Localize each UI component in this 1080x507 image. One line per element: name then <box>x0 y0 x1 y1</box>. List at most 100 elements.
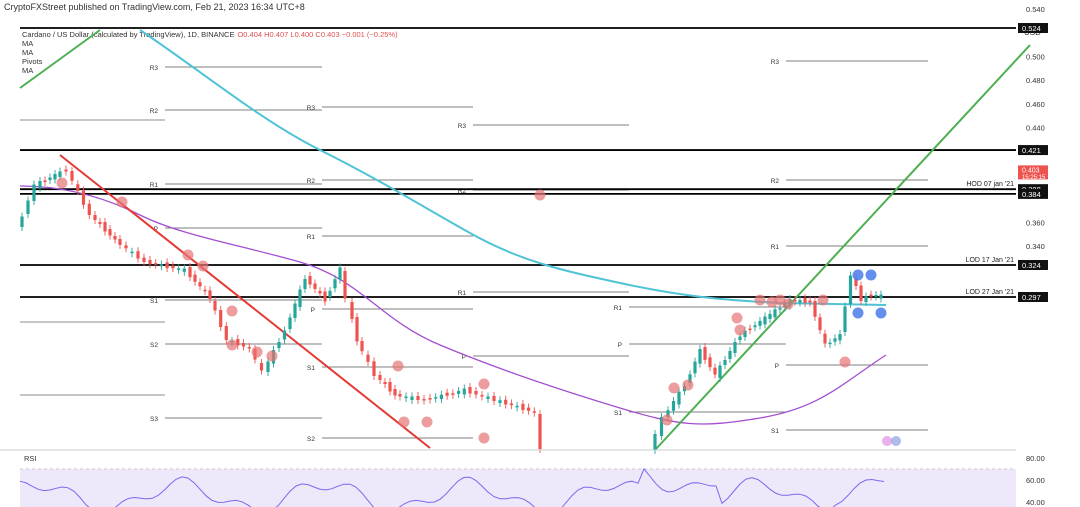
candle-body <box>457 390 461 394</box>
signal-marker-red <box>56 177 68 189</box>
signal-marker-red <box>251 346 263 358</box>
pivot-label: R3 <box>458 123 467 130</box>
candle-body <box>328 290 332 297</box>
candle-body <box>32 184 36 201</box>
signal-marker-red <box>392 360 404 372</box>
signal-marker-red <box>682 379 694 391</box>
candle-body <box>108 229 112 236</box>
candle-body <box>532 411 536 413</box>
candle-body <box>303 279 307 289</box>
pivot-label: S1 <box>614 410 622 417</box>
candle-body <box>728 351 732 359</box>
level-tag <box>1018 23 1048 34</box>
pivot-label: S2 <box>150 342 158 349</box>
candle-body <box>118 239 122 245</box>
candle-body <box>666 410 670 417</box>
indicator-ma-2[interactable]: MA <box>22 48 34 57</box>
bar-countdown: 15:25:15 <box>1022 175 1046 181</box>
candle-body <box>521 403 525 411</box>
pivot-label: P <box>462 354 466 361</box>
level-name: LOD 27 Jan '21 <box>966 289 1015 296</box>
level-price: 0.421 <box>1022 146 1041 155</box>
candle-body <box>58 171 62 177</box>
candle-body <box>338 267 342 280</box>
candle-body <box>247 347 251 349</box>
candle-body <box>833 338 837 342</box>
candle-body <box>773 309 777 318</box>
signal-marker-red <box>754 294 766 306</box>
signal-marker-red <box>839 356 851 368</box>
candle-body <box>224 326 228 340</box>
pivot-label: R1 <box>458 290 467 297</box>
pivot-label: S1 <box>150 298 158 305</box>
signal-marker-purple <box>882 436 892 446</box>
candle-body <box>723 360 727 365</box>
level-tag <box>1018 292 1048 302</box>
level-tag <box>1018 260 1048 271</box>
level-price: 0.297 <box>1022 293 1041 302</box>
candle-body <box>818 317 822 331</box>
candle-body <box>93 215 97 220</box>
candle-body <box>308 276 312 285</box>
candle-body <box>87 203 91 215</box>
trendline-up-left <box>19 29 101 89</box>
candle-body <box>259 363 264 371</box>
candle-body <box>763 316 767 325</box>
candle-body <box>130 251 134 254</box>
candle-body <box>778 308 782 310</box>
candle-body <box>504 399 508 405</box>
level-tag <box>1018 145 1048 156</box>
candle-body <box>48 177 52 180</box>
rsi-tick-label: 60.00 <box>1026 476 1045 485</box>
candle-body <box>416 396 420 400</box>
candle-body <box>203 289 207 292</box>
signal-marker-red <box>668 382 680 394</box>
candle-body <box>38 181 42 188</box>
candle-body <box>874 295 878 297</box>
current-price: 0.403 <box>1022 167 1040 174</box>
candle-body <box>171 265 175 269</box>
candle-body <box>698 349 702 364</box>
pivot-label: R2 <box>150 108 159 115</box>
candle-body <box>293 303 297 318</box>
candle-body <box>26 200 30 214</box>
pivot-label: R2 <box>458 188 467 195</box>
rsi-panel: RSI 80.00 60.00 40.00 <box>0 449 1045 507</box>
candle-body <box>758 320 762 326</box>
candle-body <box>439 394 443 400</box>
candle-body <box>219 310 223 327</box>
axis-tick-label: 0.540 <box>1026 5 1045 14</box>
candle-body <box>393 389 397 396</box>
indicator-ma-3[interactable]: MA <box>22 66 34 75</box>
pivot-label: S1 <box>307 365 315 372</box>
candlesticks <box>20 165 883 454</box>
axis-tick-label: 0.440 <box>1026 124 1045 133</box>
signal-marker-red <box>782 298 794 310</box>
pivot-label: R1 <box>771 244 780 251</box>
candle-body <box>538 414 542 449</box>
candle-body <box>803 298 807 303</box>
candle-body <box>748 328 752 331</box>
candle-body <box>864 296 868 302</box>
signal-marker-red <box>421 416 433 428</box>
axis-tick-label: 0.360 <box>1026 218 1045 227</box>
candle-body <box>188 267 192 278</box>
candle-body <box>708 357 712 368</box>
trendline-up <box>654 44 1031 451</box>
candle-body <box>76 184 80 191</box>
signal-marker-red <box>734 324 746 336</box>
candle-body <box>480 395 484 397</box>
candle-body <box>298 289 302 307</box>
signal-marker-red <box>478 432 490 444</box>
signal-marker-blue <box>875 307 887 319</box>
moving-averages <box>19 29 887 425</box>
candle-body <box>98 222 102 224</box>
indicator-ma-1[interactable]: MA <box>22 39 34 48</box>
axis-tick-label: 0.500 <box>1026 52 1045 61</box>
candle-body <box>323 291 327 302</box>
indicator-pivots[interactable]: Pivots <box>22 57 43 66</box>
candle-body <box>333 279 337 289</box>
candle-body <box>404 396 408 398</box>
